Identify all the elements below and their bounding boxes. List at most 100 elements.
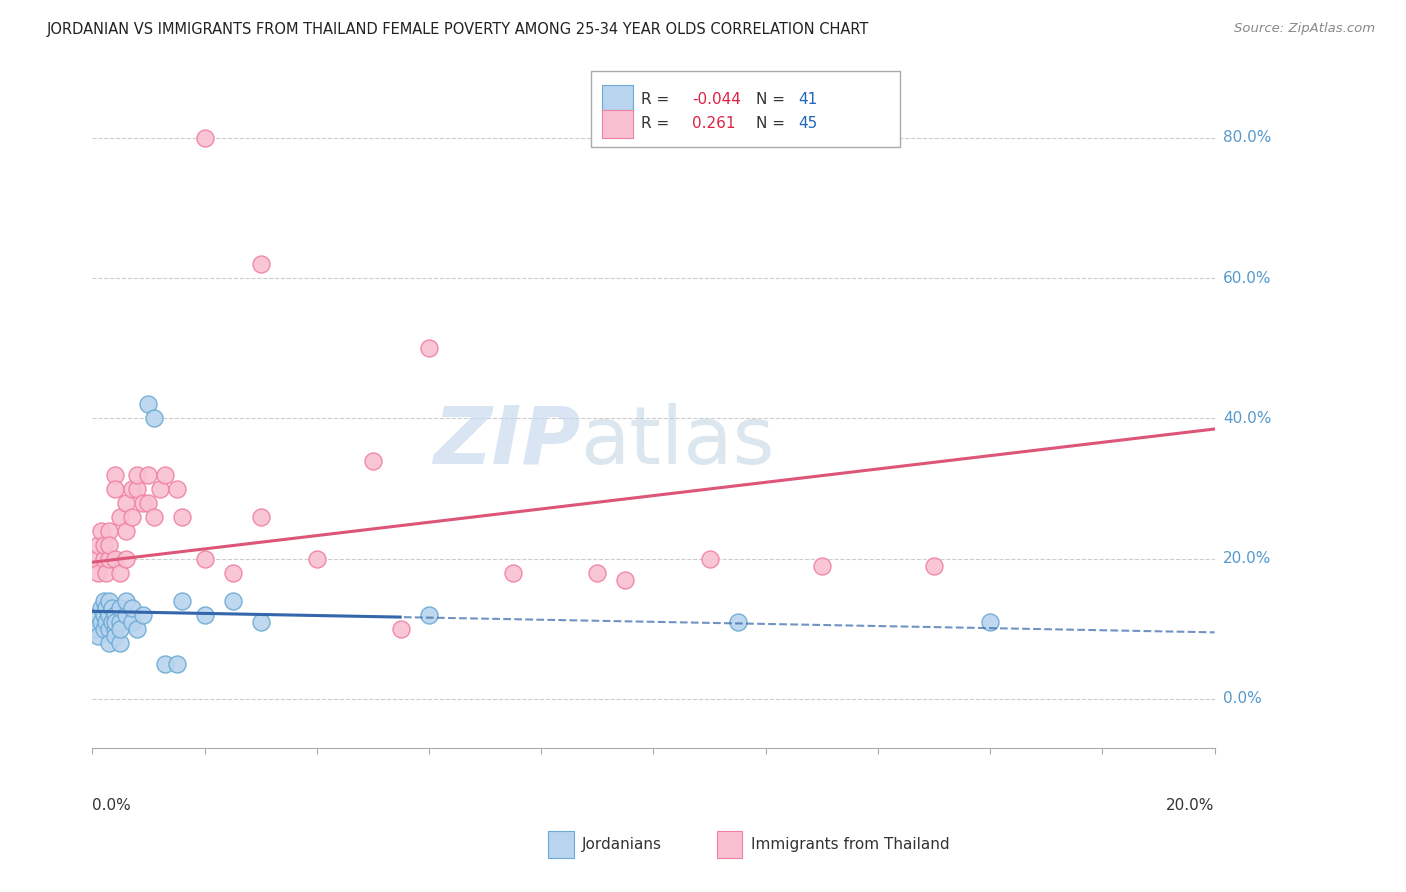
Point: [586, 566, 609, 580]
Point: [121, 482, 143, 496]
Point: [127, 622, 149, 636]
Point: [614, 573, 637, 587]
Point: [193, 551, 215, 566]
Text: 0.261: 0.261: [692, 117, 735, 131]
Point: [115, 524, 138, 538]
Text: 40.0%: 40.0%: [1223, 411, 1271, 426]
Point: [121, 615, 143, 629]
Point: [922, 558, 945, 573]
Point: [115, 594, 138, 608]
Point: [132, 495, 155, 509]
Point: [96, 600, 118, 615]
Point: [138, 495, 160, 509]
Point: [87, 607, 110, 622]
Point: [143, 411, 166, 425]
Point: [132, 607, 155, 622]
Point: [104, 467, 127, 482]
Point: [155, 657, 177, 671]
Point: [98, 594, 121, 608]
Text: JORDANIAN VS IMMIGRANTS FROM THAILAND FEMALE POVERTY AMONG 25-34 YEAR OLDS CORRE: JORDANIAN VS IMMIGRANTS FROM THAILAND FE…: [46, 22, 869, 37]
Point: [104, 615, 127, 629]
Point: [221, 594, 243, 608]
Text: 41: 41: [799, 92, 818, 106]
Point: [90, 524, 112, 538]
Text: N =: N =: [756, 92, 790, 106]
Point: [93, 551, 115, 566]
Point: [110, 622, 132, 636]
Point: [110, 509, 132, 524]
Point: [121, 509, 143, 524]
Point: [93, 594, 115, 608]
Point: [193, 607, 215, 622]
Point: [90, 615, 112, 629]
Point: [104, 482, 127, 496]
Point: [115, 495, 138, 509]
Point: [149, 482, 172, 496]
Point: [84, 551, 107, 566]
Point: [104, 629, 127, 643]
Point: [138, 397, 160, 411]
Point: [115, 607, 138, 622]
Point: [93, 622, 115, 636]
Text: 0.0%: 0.0%: [93, 798, 131, 813]
Point: [98, 622, 121, 636]
Point: [166, 657, 188, 671]
Point: [127, 467, 149, 482]
Text: 20.0%: 20.0%: [1167, 798, 1215, 813]
Point: [104, 622, 127, 636]
Text: R =: R =: [641, 117, 675, 131]
Text: ZIP: ZIP: [433, 402, 581, 481]
Point: [138, 467, 160, 482]
Point: [127, 482, 149, 496]
Text: 60.0%: 60.0%: [1223, 271, 1271, 285]
Point: [110, 615, 132, 629]
Point: [172, 594, 194, 608]
Point: [110, 566, 132, 580]
Point: [193, 131, 215, 145]
Point: [172, 509, 194, 524]
Point: [84, 622, 107, 636]
Point: [502, 566, 524, 580]
Point: [249, 509, 271, 524]
Point: [389, 622, 412, 636]
Text: 45: 45: [799, 117, 818, 131]
Point: [305, 551, 328, 566]
Point: [90, 600, 112, 615]
Point: [104, 607, 127, 622]
Text: Immigrants from Thailand: Immigrants from Thailand: [751, 838, 949, 852]
Point: [101, 600, 124, 615]
Point: [87, 629, 110, 643]
Point: [110, 636, 132, 650]
Point: [418, 342, 440, 356]
Point: [699, 551, 721, 566]
Point: [361, 453, 384, 467]
Text: Jordanians: Jordanians: [582, 838, 662, 852]
Point: [98, 636, 121, 650]
Point: [104, 551, 127, 566]
Point: [98, 538, 121, 552]
Point: [221, 566, 243, 580]
Point: [98, 607, 121, 622]
Text: 20.0%: 20.0%: [1223, 551, 1271, 566]
Point: [96, 615, 118, 629]
Point: [811, 558, 834, 573]
Point: [110, 600, 132, 615]
Point: [96, 566, 118, 580]
Text: 0.0%: 0.0%: [1223, 691, 1261, 706]
Point: [87, 566, 110, 580]
Point: [727, 615, 749, 629]
Text: N =: N =: [756, 117, 790, 131]
Point: [249, 615, 271, 629]
Point: [249, 257, 271, 271]
Point: [98, 524, 121, 538]
Point: [121, 600, 143, 615]
Text: 80.0%: 80.0%: [1223, 130, 1271, 145]
Text: R =: R =: [641, 92, 675, 106]
Point: [87, 538, 110, 552]
Point: [93, 538, 115, 552]
Point: [101, 615, 124, 629]
Point: [98, 551, 121, 566]
Text: -0.044: -0.044: [692, 92, 741, 106]
Point: [166, 482, 188, 496]
Point: [418, 607, 440, 622]
